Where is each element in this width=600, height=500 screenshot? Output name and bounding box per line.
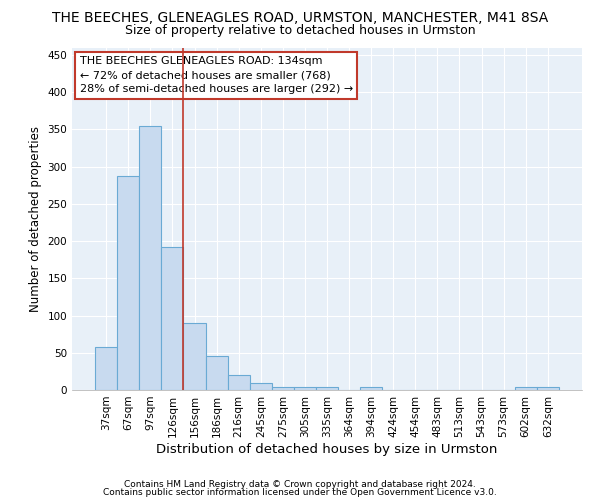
Text: THE BEECHES, GLENEAGLES ROAD, URMSTON, MANCHESTER, M41 8SA: THE BEECHES, GLENEAGLES ROAD, URMSTON, M…	[52, 11, 548, 25]
Bar	[184, 323, 206, 390]
Bar	[272, 387, 294, 390]
X-axis label: Distribution of detached houses by size in Urmston: Distribution of detached houses by size …	[157, 442, 497, 456]
Bar	[206, 356, 227, 390]
Y-axis label: Number of detached properties: Number of detached properties	[29, 126, 42, 312]
Bar	[294, 387, 316, 390]
Text: THE BEECHES GLENEAGLES ROAD: 134sqm
← 72% of detached houses are smaller (768)
2: THE BEECHES GLENEAGLES ROAD: 134sqm ← 72…	[80, 56, 353, 94]
Bar	[117, 176, 139, 390]
Bar	[250, 384, 272, 390]
Bar	[537, 387, 559, 390]
Bar	[515, 387, 537, 390]
Bar	[316, 387, 338, 390]
Bar	[95, 347, 117, 390]
Text: Size of property relative to detached houses in Urmston: Size of property relative to detached ho…	[125, 24, 475, 37]
Bar	[360, 387, 382, 390]
Bar	[161, 247, 184, 390]
Bar	[227, 375, 250, 390]
Text: Contains public sector information licensed under the Open Government Licence v3: Contains public sector information licen…	[103, 488, 497, 497]
Bar	[139, 126, 161, 390]
Text: Contains HM Land Registry data © Crown copyright and database right 2024.: Contains HM Land Registry data © Crown c…	[124, 480, 476, 489]
